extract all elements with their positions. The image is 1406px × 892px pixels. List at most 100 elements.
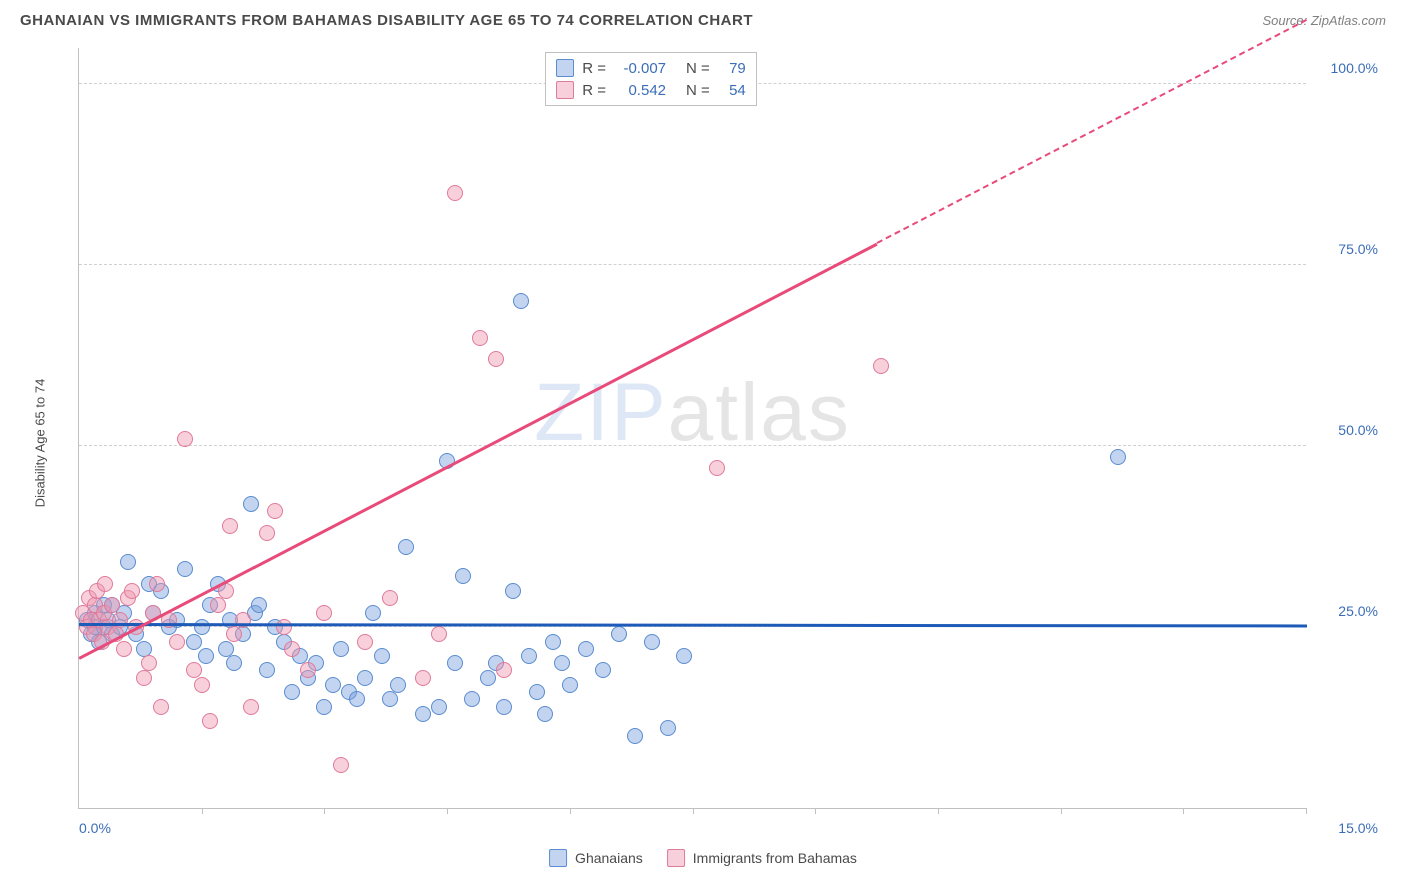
data-point-bahamas bbox=[431, 626, 447, 642]
n-value: 79 bbox=[718, 60, 746, 77]
data-point-bahamas bbox=[177, 431, 193, 447]
data-point-bahamas bbox=[316, 605, 332, 621]
data-point-ghanaians bbox=[480, 670, 496, 686]
data-point-bahamas bbox=[210, 597, 226, 613]
legend-label: Ghanaians bbox=[575, 850, 643, 866]
data-point-ghanaians bbox=[243, 496, 259, 512]
source-attribution: Source: ZipAtlas.com bbox=[1262, 13, 1386, 28]
legend-item: Immigrants from Bahamas bbox=[667, 849, 857, 867]
data-point-ghanaians bbox=[627, 728, 643, 744]
data-point-ghanaians bbox=[660, 720, 676, 736]
data-point-bahamas bbox=[709, 460, 725, 476]
header: GHANAIAN VS IMMIGRANTS FROM BAHAMAS DISA… bbox=[0, 0, 1406, 37]
y-tick-label: 75.0% bbox=[1318, 241, 1378, 257]
legend-swatch bbox=[556, 59, 574, 77]
data-point-ghanaians bbox=[415, 706, 431, 722]
data-point-bahamas bbox=[186, 662, 202, 678]
legend-swatch bbox=[667, 849, 685, 867]
y-tick-label: 100.0% bbox=[1318, 60, 1378, 76]
data-point-bahamas bbox=[149, 576, 165, 592]
data-point-ghanaians bbox=[349, 691, 365, 707]
legend-item: Ghanaians bbox=[549, 849, 643, 867]
x-tick bbox=[202, 808, 203, 814]
x-tick bbox=[324, 808, 325, 814]
gridline bbox=[79, 445, 1306, 446]
data-point-bahamas bbox=[222, 518, 238, 534]
data-point-ghanaians bbox=[431, 699, 447, 715]
x-tick bbox=[938, 808, 939, 814]
data-point-ghanaians bbox=[390, 677, 406, 693]
data-point-ghanaians bbox=[676, 648, 692, 664]
data-point-ghanaians bbox=[136, 641, 152, 657]
x-max-label: 15.0% bbox=[1338, 820, 1378, 836]
data-point-ghanaians bbox=[644, 634, 660, 650]
x-tick bbox=[447, 808, 448, 814]
data-point-ghanaians bbox=[365, 605, 381, 621]
data-point-ghanaians bbox=[251, 597, 267, 613]
data-point-bahamas bbox=[169, 634, 185, 650]
y-axis-title: Disability Age 65 to 74 bbox=[33, 378, 48, 507]
data-point-bahamas bbox=[226, 626, 242, 642]
data-point-ghanaians bbox=[578, 641, 594, 657]
data-point-ghanaians bbox=[284, 684, 300, 700]
legend-swatch bbox=[549, 849, 567, 867]
x-tick bbox=[570, 808, 571, 814]
data-point-ghanaians bbox=[316, 699, 332, 715]
data-point-ghanaians bbox=[194, 619, 210, 635]
data-point-bahamas bbox=[284, 641, 300, 657]
data-point-ghanaians bbox=[333, 641, 349, 657]
r-label: R = bbox=[582, 60, 606, 77]
data-point-ghanaians bbox=[357, 670, 373, 686]
r-value: 0.542 bbox=[614, 82, 666, 99]
legend-swatch bbox=[556, 81, 574, 99]
data-point-bahamas bbox=[194, 677, 210, 693]
trendline-bahamas-dashed bbox=[877, 19, 1308, 244]
data-point-ghanaians bbox=[177, 561, 193, 577]
data-point-bahamas bbox=[488, 351, 504, 367]
stats-row: R = 0.542 N = 54 bbox=[556, 79, 746, 101]
data-point-ghanaians bbox=[382, 691, 398, 707]
legend: Ghanaians Immigrants from Bahamas bbox=[549, 849, 857, 867]
y-tick-label: 25.0% bbox=[1318, 603, 1378, 619]
n-label: N = bbox=[686, 60, 710, 77]
data-point-ghanaians bbox=[562, 677, 578, 693]
data-point-ghanaians bbox=[513, 293, 529, 309]
data-point-ghanaians bbox=[325, 677, 341, 693]
data-point-bahamas bbox=[447, 185, 463, 201]
data-point-bahamas bbox=[300, 662, 316, 678]
x-tick bbox=[815, 808, 816, 814]
data-point-ghanaians bbox=[521, 648, 537, 664]
r-label: R = bbox=[582, 82, 606, 99]
plot-area: ZIPatlas R =-0.007N =79R =0.542N =54 0.0… bbox=[78, 48, 1306, 809]
data-point-bahamas bbox=[153, 699, 169, 715]
legend-label: Immigrants from Bahamas bbox=[693, 850, 857, 866]
data-point-ghanaians bbox=[611, 626, 627, 642]
n-label: N = bbox=[686, 82, 710, 99]
data-point-ghanaians bbox=[120, 554, 136, 570]
data-point-ghanaians bbox=[1110, 449, 1126, 465]
page-title: GHANAIAN VS IMMIGRANTS FROM BAHAMAS DISA… bbox=[20, 12, 753, 29]
n-value: 54 bbox=[718, 82, 746, 99]
x-tick bbox=[693, 808, 694, 814]
data-point-bahamas bbox=[124, 583, 140, 599]
data-point-ghanaians bbox=[259, 662, 275, 678]
data-point-bahamas bbox=[97, 576, 113, 592]
chart-container: Disability Age 65 to 74 ZIPatlas R =-0.0… bbox=[50, 48, 1386, 837]
data-point-bahamas bbox=[873, 358, 889, 374]
data-point-ghanaians bbox=[554, 655, 570, 671]
data-point-ghanaians bbox=[505, 583, 521, 599]
data-point-bahamas bbox=[243, 699, 259, 715]
data-point-bahamas bbox=[472, 330, 488, 346]
data-point-bahamas bbox=[357, 634, 373, 650]
r-value: -0.007 bbox=[614, 60, 666, 77]
data-point-ghanaians bbox=[537, 706, 553, 722]
data-point-ghanaians bbox=[218, 641, 234, 657]
data-point-ghanaians bbox=[595, 662, 611, 678]
x-tick bbox=[1061, 808, 1062, 814]
data-point-ghanaians bbox=[198, 648, 214, 664]
trendline-bahamas bbox=[78, 242, 877, 659]
x-min-label: 0.0% bbox=[79, 820, 111, 836]
data-point-bahamas bbox=[496, 662, 512, 678]
data-point-ghanaians bbox=[545, 634, 561, 650]
data-point-bahamas bbox=[382, 590, 398, 606]
